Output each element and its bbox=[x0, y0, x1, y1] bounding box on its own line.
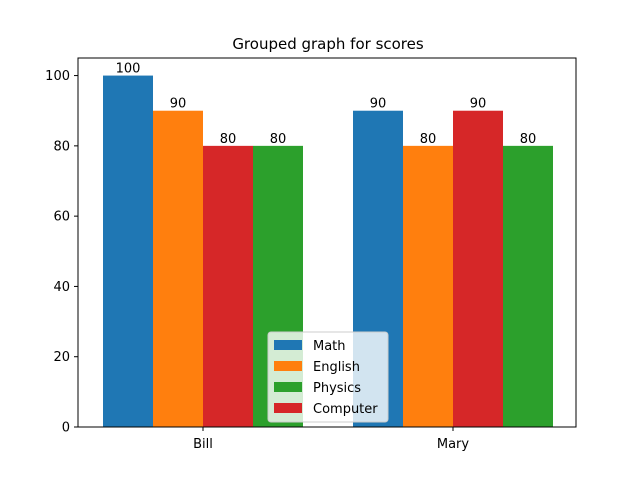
y-tick-label: 60 bbox=[53, 210, 70, 225]
legend-label-physics: Physics bbox=[313, 381, 361, 396]
data-label-english-mary: 80 bbox=[420, 132, 437, 147]
data-label-physics-mary: 80 bbox=[520, 132, 537, 147]
legend-swatch-english bbox=[274, 361, 302, 371]
legend-box bbox=[267, 331, 389, 423]
y-tick-label: 40 bbox=[53, 280, 70, 295]
y-tick-label: 100 bbox=[45, 69, 70, 84]
bar-english-mary bbox=[403, 145, 453, 427]
y-tick-label: 80 bbox=[53, 139, 70, 154]
data-label-english-bill: 90 bbox=[170, 97, 187, 112]
bar-computer-bill bbox=[203, 145, 253, 427]
x-tick-label-bill: Bill bbox=[193, 437, 213, 452]
bar-english-bill bbox=[153, 110, 203, 427]
data-label-math-mary: 90 bbox=[370, 97, 387, 112]
legend-label-computer: Computer bbox=[313, 402, 378, 417]
chart-title: Grouped graph for scores bbox=[232, 35, 424, 53]
bar-computer-mary bbox=[453, 110, 503, 427]
legend-label-math: Math bbox=[313, 339, 346, 354]
data-label-physics-bill: 80 bbox=[270, 132, 287, 147]
bar-physics-mary bbox=[503, 145, 553, 427]
data-labels-layer: 100 90 80 80 90 80 90 80 bbox=[116, 62, 537, 147]
data-label-math-bill: 100 bbox=[116, 62, 141, 77]
y-tick-label: 0 bbox=[62, 421, 70, 436]
legend: Math English Physics Computer bbox=[267, 331, 389, 423]
x-tick-label-mary: Mary bbox=[437, 437, 470, 452]
legend-label-english: English bbox=[313, 360, 360, 375]
legend-swatch-physics bbox=[274, 382, 302, 392]
axes-layer: 0 20 40 60 80 100 Bill Mary bbox=[45, 57, 577, 452]
bar-math-bill bbox=[103, 75, 153, 428]
data-label-computer-bill: 80 bbox=[220, 132, 237, 147]
y-tick-label: 20 bbox=[53, 350, 70, 365]
legend-swatch-math bbox=[274, 340, 302, 350]
plot-frame bbox=[77, 57, 577, 428]
legend-swatch-computer bbox=[274, 403, 302, 413]
data-label-computer-mary: 90 bbox=[470, 97, 487, 112]
